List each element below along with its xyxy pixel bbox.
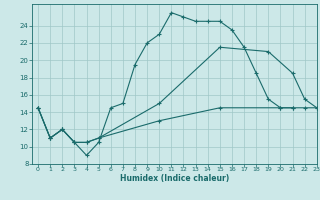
- X-axis label: Humidex (Indice chaleur): Humidex (Indice chaleur): [120, 174, 229, 183]
